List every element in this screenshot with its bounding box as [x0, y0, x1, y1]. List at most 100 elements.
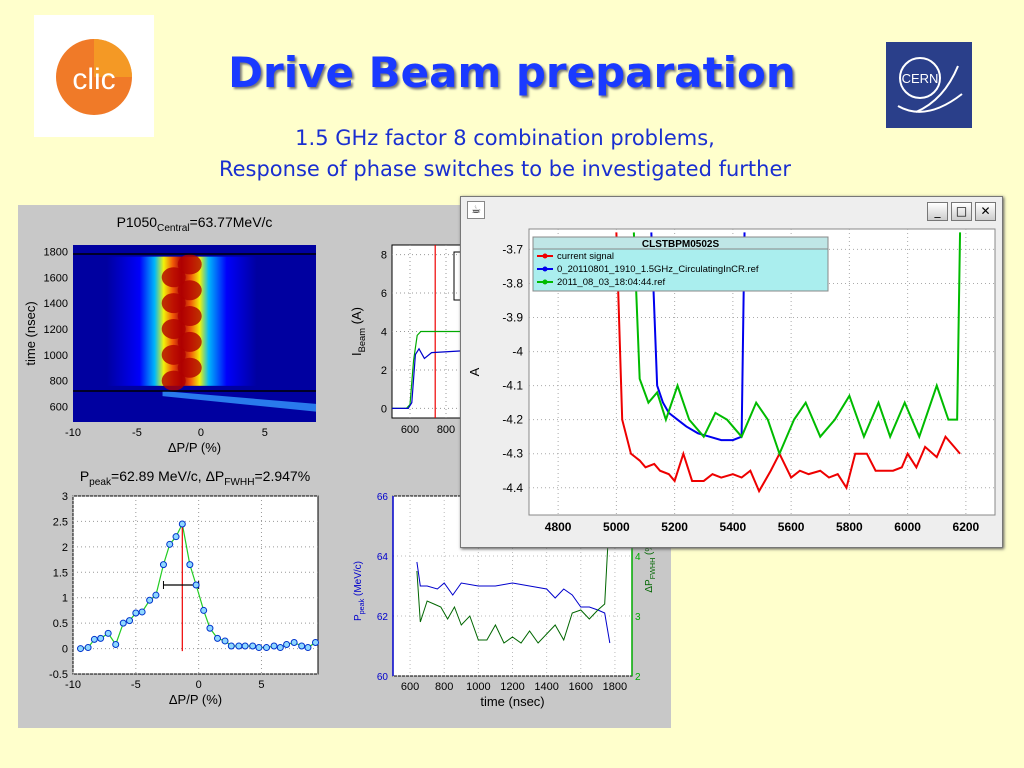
peak-data-point — [166, 540, 174, 548]
bpm-series-line-2 — [632, 232, 962, 457]
peak-xtick-label: 5 — [258, 679, 264, 691]
bpm-xtick-label: 4800 — [545, 520, 572, 534]
peak-data-point — [159, 561, 167, 569]
heatmap-ytick-label: 1400 — [44, 298, 68, 310]
heatmap-tail — [162, 390, 316, 412]
time-right-tick-label: 2 — [635, 672, 641, 683]
bpm-series-line-0 — [615, 232, 961, 494]
peak-data-point — [84, 644, 92, 652]
peak-title-part: peak — [89, 477, 112, 488]
time-left-tick-label: 64 — [377, 552, 389, 563]
bpm-ytick-label: -3.8 — [502, 276, 523, 290]
bpm-xtick-label: 5600 — [778, 520, 805, 534]
peak-data-point — [152, 591, 160, 599]
subtitle-line-1: 1.5 GHz factor 8 combination problems, — [295, 126, 715, 150]
peak-data-point — [270, 642, 278, 650]
heatmap-ytick-label: 1200 — [44, 324, 68, 336]
peak-data-point — [227, 642, 235, 650]
peak-data-point — [311, 638, 319, 646]
java-cup-icon: ☕ — [467, 201, 485, 219]
bpm-legend-title: CLSTBPM0502S — [642, 239, 720, 250]
peak-data-point — [126, 617, 134, 625]
ibeam-xtick-label: 600 — [401, 424, 419, 436]
close-icon: ✕ — [980, 204, 991, 218]
ibeam-ylabel-part: Beam — [357, 328, 367, 353]
cern-logo: CERN — [886, 42, 972, 128]
bpm-xtick-label: 5200 — [661, 520, 688, 534]
peak-data-point — [119, 619, 127, 627]
minimize-button[interactable]: _ — [927, 202, 948, 221]
heatmap-bunch — [177, 357, 202, 378]
window-titlebar[interactable]: ☕ _ □ ✕ — [461, 197, 1002, 223]
time-right-tick-label: 4 — [635, 552, 641, 563]
heatmap-title-part: =63.77MeV/c — [190, 214, 273, 230]
heatmap-bunch — [177, 280, 202, 301]
time-xtick-label: 600 — [401, 681, 419, 693]
ibeam-xtick-label: 800 — [437, 424, 455, 436]
time-right-ylabel-part: (%) — [644, 539, 655, 557]
bpm-ytick-label: -4.4 — [502, 481, 523, 495]
heatmap-xtick-label: -5 — [132, 427, 142, 439]
close-button[interactable]: ✕ — [975, 202, 996, 221]
peak-data-point — [138, 608, 146, 616]
peak-data-point — [104, 629, 112, 637]
time-dp-line — [416, 507, 611, 644]
peak-data-point — [298, 642, 306, 650]
heatmap-bunch — [161, 344, 186, 365]
ibeam-ylabel-part: I — [349, 352, 364, 356]
heatmap-ytick-label: 600 — [50, 401, 68, 413]
bpm-xtick-label: 6000 — [894, 520, 921, 534]
time-left-tick-label: 66 — [377, 492, 389, 503]
peak-data-point — [304, 644, 312, 652]
time-xlabel: time (nsec) — [480, 694, 544, 709]
clic-logo-graphic: clic — [56, 39, 132, 115]
peak-title-part: =2.947% — [255, 468, 311, 484]
bpm-series-line-1 — [650, 232, 746, 442]
peak-ytick-label: -0.5 — [49, 669, 68, 681]
bpm-ytick-label: -4 — [512, 345, 523, 359]
peak-data-point — [290, 638, 298, 646]
time-left-ylabel-part: (MeV/c) — [353, 561, 364, 599]
heatmap-bunch — [161, 370, 186, 391]
peak-data-point — [172, 533, 180, 541]
peak-data-point — [255, 644, 263, 652]
peak-xtick-label: -10 — [65, 679, 81, 691]
time-right-ylabel-part: ΔP — [644, 579, 655, 593]
peak-ytick-label: 1 — [62, 593, 68, 605]
clic-logo: clic — [34, 15, 154, 137]
peak-data-point — [146, 596, 154, 604]
ibeam-ylabel-part: (A) — [349, 307, 364, 328]
heatmap-ylabel: time (nsec) — [23, 301, 38, 365]
clic-logo-text: clic — [72, 63, 115, 96]
heatmap-title: P1050Central=63.77MeV/c — [117, 214, 273, 234]
heatmap-xlabel: ΔP/P (%) — [168, 440, 221, 455]
maximize-icon: □ — [955, 204, 968, 218]
heatmap-xtick-label: 0 — [198, 427, 204, 439]
time-left-tick-label: 62 — [377, 612, 389, 623]
heatmap-bunch — [161, 318, 186, 339]
bpm-ytick-label: -3.7 — [502, 242, 523, 256]
time-right-ylabel: ΔPFWHH (%) — [644, 539, 657, 592]
maximize-button[interactable]: □ — [951, 202, 972, 221]
heatmap-bunch — [161, 293, 186, 314]
peak-ytick-label: 3 — [62, 491, 68, 503]
time-left-tick-label: 60 — [377, 672, 389, 683]
peak-data-point — [132, 609, 140, 617]
peak-data-point — [262, 644, 270, 652]
peak-title-part: FWHH — [224, 477, 254, 488]
time-right-tick-label: 3 — [635, 612, 641, 623]
peak-ytick-label: 2 — [62, 542, 68, 554]
bpm-plot-window: ☕ _ □ ✕ -4.4 -4.3 -4.2 -4.1 -4 -3.9 -3.8 -3.7 48… — [460, 196, 1003, 548]
peak-data-point — [235, 642, 243, 650]
peak-data-point — [276, 644, 284, 652]
slide-title: Drive Beam preparation — [228, 48, 796, 97]
peak-data-point — [90, 635, 98, 643]
time-xtick-label: 1600 — [569, 681, 593, 693]
bpm-ytick-label: -4.2 — [502, 413, 523, 427]
bpm-legend-marker — [542, 266, 548, 272]
bpm-plot-svg: -4.4 -4.3 -4.2 -4.1 -4 -3.9 -3.8 -3.7 4800 5000 52… — [467, 228, 996, 534]
peak-data-point — [249, 642, 257, 650]
cern-logo-text: CERN — [902, 71, 939, 86]
bpm-ytick-label: -3.9 — [502, 311, 523, 325]
